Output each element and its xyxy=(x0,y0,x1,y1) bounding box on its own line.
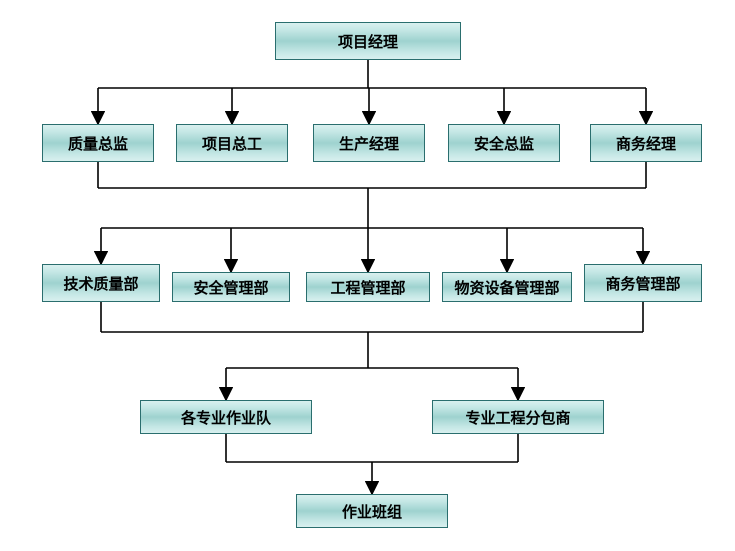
node-label: 质量总监 xyxy=(68,133,128,154)
node-label: 安全管理部 xyxy=(193,277,268,298)
node-label: 各专业作业队 xyxy=(181,407,271,428)
node-materials-equipment-dept: 物资设备管理部 xyxy=(442,272,572,302)
node-safety-mgmt-dept: 安全管理部 xyxy=(172,272,290,302)
node-label: 生产经理 xyxy=(339,133,399,154)
node-engineering-mgmt-dept: 工程管理部 xyxy=(306,272,430,302)
node-project-chief-engineer: 项目总工 xyxy=(176,124,288,162)
node-label: 技术质量部 xyxy=(63,273,138,294)
node-work-crew: 作业班组 xyxy=(296,494,448,528)
node-specialty-teams: 各专业作业队 xyxy=(140,400,312,434)
node-label: 商务管理部 xyxy=(605,273,680,294)
node-specialty-subcontractors: 专业工程分包商 xyxy=(432,400,604,434)
node-quality-director: 质量总监 xyxy=(42,124,154,162)
node-label: 商务经理 xyxy=(616,133,676,154)
node-commercial-mgmt-dept: 商务管理部 xyxy=(584,264,702,302)
node-safety-director: 安全总监 xyxy=(448,124,560,162)
node-production-manager: 生产经理 xyxy=(313,124,425,162)
node-label: 物资设备管理部 xyxy=(454,277,559,298)
node-tech-quality-dept: 技术质量部 xyxy=(42,264,160,302)
node-label: 安全总监 xyxy=(474,133,534,154)
node-label: 专业工程分包商 xyxy=(465,407,570,428)
node-project-manager: 项目经理 xyxy=(275,22,461,60)
node-label: 工程管理部 xyxy=(330,277,405,298)
node-label: 项目总工 xyxy=(202,133,262,154)
node-label: 项目经理 xyxy=(338,31,398,52)
node-commercial-manager: 商务经理 xyxy=(590,124,702,162)
node-label: 作业班组 xyxy=(342,501,402,522)
org-chart-canvas: 项目经理 质量总监 项目总工 生产经理 安全总监 商务经理 技术质量部 安全管理… xyxy=(0,0,735,551)
